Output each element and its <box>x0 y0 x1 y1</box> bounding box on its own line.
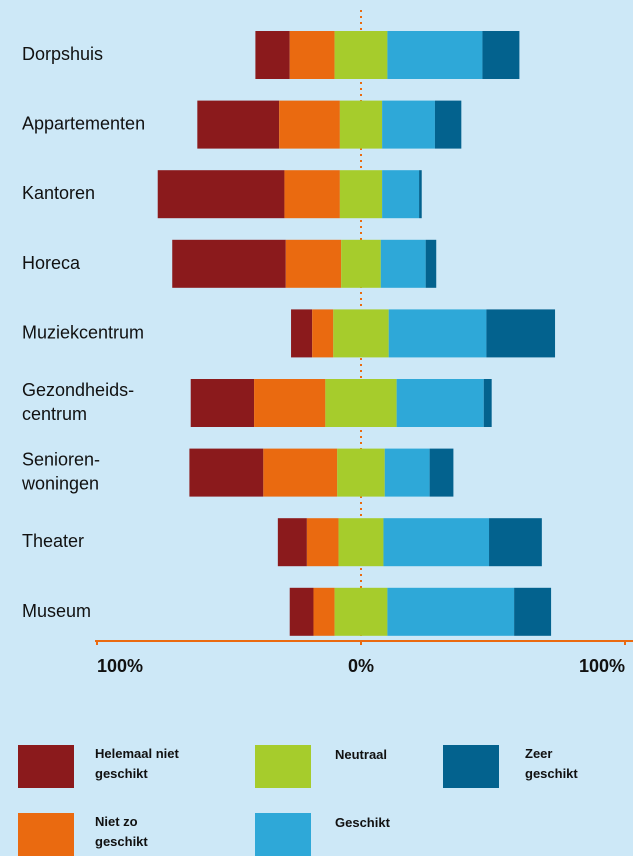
legend-label: Geschikt <box>335 815 391 830</box>
legend-label: Neutraal <box>335 747 387 762</box>
bar-segment <box>306 518 339 567</box>
category-label: Appartementen <box>22 113 145 133</box>
bar-segment <box>172 239 286 288</box>
bar-segment <box>289 587 314 636</box>
legend-swatch <box>443 745 499 788</box>
x-tick-label: 0% <box>348 656 374 676</box>
bar-segment <box>486 309 556 358</box>
category-label: Theater <box>22 531 84 551</box>
category-label: Dorpshuis <box>22 44 103 64</box>
bar-segment <box>190 379 255 427</box>
bar-segment <box>388 309 487 358</box>
bar-segment <box>157 170 285 219</box>
bar-segment <box>482 31 520 79</box>
bar-segment <box>254 379 326 427</box>
bar-segment <box>289 31 335 79</box>
category-label: Kantoren <box>22 183 95 203</box>
bar-segment <box>419 170 422 219</box>
bar-segment <box>284 170 340 219</box>
x-tick-label: 100% <box>97 656 143 676</box>
bar-segment <box>341 239 381 288</box>
bar-segment <box>396 379 484 427</box>
category-label: Horeca <box>22 253 81 273</box>
bar-segment <box>255 31 290 79</box>
bar-segment <box>380 239 426 288</box>
legend-swatch <box>255 813 311 856</box>
category-label: Senioren-woningen <box>21 449 100 493</box>
bar-segment <box>285 239 342 288</box>
legend-swatch <box>255 745 311 788</box>
category-label: Muziekcentrum <box>22 322 144 342</box>
bar-segment <box>334 31 388 79</box>
bar-segment <box>387 31 483 79</box>
bar-segment <box>339 100 383 149</box>
bar-segment <box>434 100 462 149</box>
bar-segment <box>333 309 389 358</box>
bar-segment <box>334 587 388 636</box>
bar-segment <box>312 309 334 358</box>
category-label: Gezondheids-centrum <box>22 380 134 424</box>
bar-segment <box>384 448 430 497</box>
category-label: Museum <box>22 601 91 621</box>
bar-segment <box>387 587 515 636</box>
bar-segment <box>382 170 420 219</box>
bar-segment <box>489 518 542 567</box>
bar-segment <box>313 587 335 636</box>
bar-segment <box>514 587 552 636</box>
bar-segment <box>277 518 307 567</box>
legend-label: Zeer geschikt <box>525 746 578 781</box>
bar-segment <box>291 309 313 358</box>
bar-segment <box>189 448 264 497</box>
bar-segment <box>429 448 454 497</box>
bar-segment <box>339 170 383 219</box>
x-tick-label: 100% <box>579 656 625 676</box>
bar-segment <box>263 448 338 497</box>
bar-segment <box>325 379 397 427</box>
bar-segment <box>383 518 490 567</box>
bar-segment <box>425 239 437 288</box>
bar-segment <box>382 100 435 149</box>
bar-segment <box>197 100 280 149</box>
bar-segment <box>338 518 384 567</box>
bar-segment <box>483 379 492 427</box>
bar-segment <box>279 100 340 149</box>
bar-segment <box>337 448 385 497</box>
legend-swatch <box>18 745 74 788</box>
legend-swatch <box>18 813 74 856</box>
legend-label: Niet zo geschikt <box>95 814 148 849</box>
legend-label: Helemaal niet geschikt <box>95 746 179 781</box>
